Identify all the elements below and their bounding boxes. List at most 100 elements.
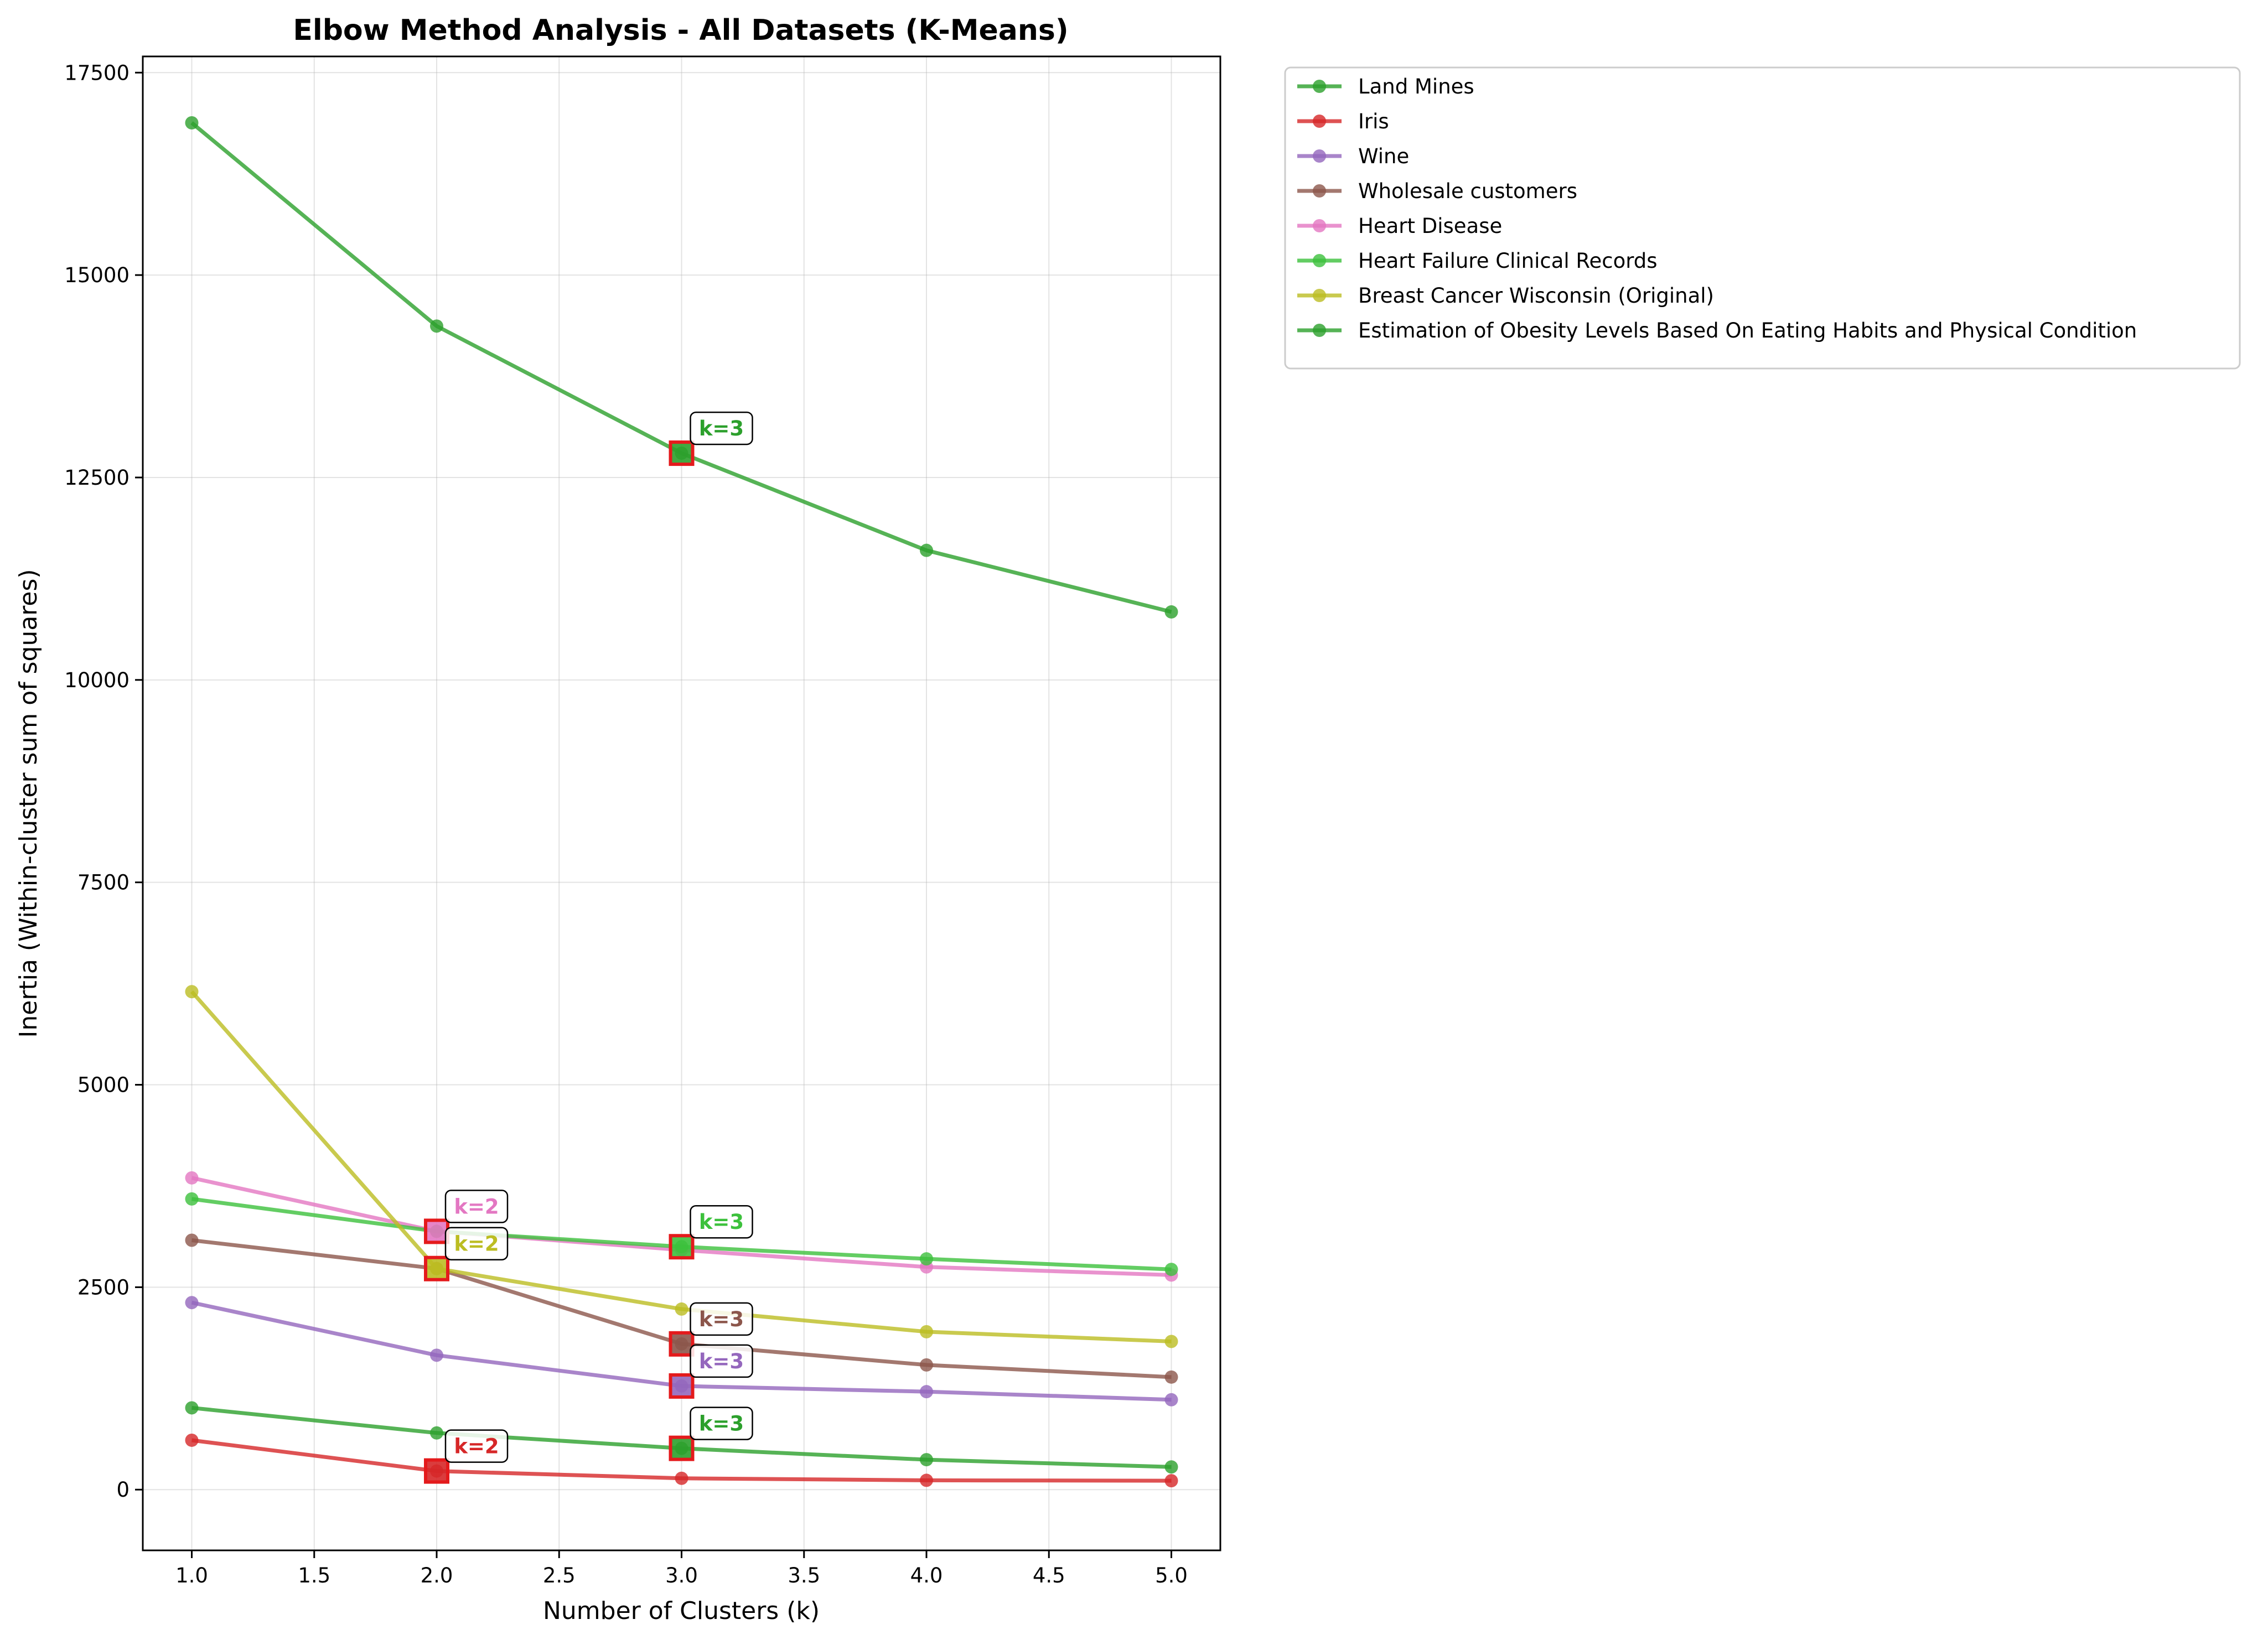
data-point xyxy=(920,543,933,557)
data-point xyxy=(185,1233,199,1247)
y-axis-label: Inertia (Within-cluster sum of squares) xyxy=(14,569,43,1037)
x-tick-label: 1.5 xyxy=(298,1564,330,1587)
data-point xyxy=(185,1192,199,1206)
y-tick-label: 5000 xyxy=(77,1073,130,1097)
legend-entry: Iris xyxy=(1297,110,1389,133)
label-box xyxy=(444,1227,509,1260)
optimal-marker xyxy=(669,1234,695,1260)
label-box xyxy=(690,411,753,445)
data-point xyxy=(185,985,199,999)
x-tick-label: 3.5 xyxy=(788,1564,820,1587)
legend-entry: Heart Failure Clinical Records xyxy=(1297,249,1658,273)
optimal-label: k=3 xyxy=(690,1205,753,1239)
label-text: k=2 xyxy=(454,1232,499,1256)
optimal-marker xyxy=(669,1331,695,1357)
legend-label: Estimation of Obesity Levels Based On Ea… xyxy=(1358,319,2137,342)
legend-swatch-marker xyxy=(1313,254,1326,267)
data-point xyxy=(185,1401,199,1415)
label-box xyxy=(690,1302,753,1336)
data-point xyxy=(1164,1393,1178,1407)
legend-label: Land Mines xyxy=(1358,75,1474,98)
label-text: k=3 xyxy=(699,1412,744,1436)
data-point xyxy=(920,1252,933,1266)
label-box xyxy=(690,1344,753,1378)
legend-label: Breast Cancer Wisconsin (Original) xyxy=(1358,284,1714,308)
legend-entry: Wine xyxy=(1297,144,1409,168)
legend-swatch-marker xyxy=(1313,80,1326,93)
legend-entry: Estimation of Obesity Levels Based On Ea… xyxy=(1297,319,2137,342)
data-point xyxy=(430,1348,443,1362)
legend-swatch-marker xyxy=(1313,115,1326,128)
data-point xyxy=(920,1325,933,1338)
legend-label: Wholesale customers xyxy=(1358,179,1577,203)
optimal-marker xyxy=(424,1255,449,1281)
x-tick-label: 5.0 xyxy=(1155,1564,1188,1587)
optimal-marker xyxy=(424,1458,449,1484)
optimal-k-labels: k=3 k=2 k=3 k=3 k=2 k=3 k=2 k=3 xyxy=(444,411,753,1463)
label-text: k=2 xyxy=(454,1435,499,1459)
legend-swatch-marker xyxy=(1313,149,1326,163)
legend-entry: Heart Disease xyxy=(1297,214,1502,238)
legend-entry: Breast Cancer Wisconsin (Original) xyxy=(1297,284,1714,308)
data-point xyxy=(920,1385,933,1399)
data-point xyxy=(675,1471,688,1485)
data-point xyxy=(1164,1335,1178,1348)
label-text: k=3 xyxy=(699,1307,744,1331)
data-point xyxy=(185,116,199,129)
optimal-label: k=2 xyxy=(444,1429,509,1463)
legend-swatch-marker xyxy=(1313,289,1326,302)
optimal-label: k=2 xyxy=(444,1227,509,1260)
data-point xyxy=(1164,1370,1178,1384)
data-point xyxy=(920,1358,933,1372)
x-tick-label: 1.0 xyxy=(175,1564,208,1587)
x-axis-label: Number of Clusters (k) xyxy=(543,1597,820,1625)
data-point xyxy=(185,1171,199,1185)
y-tick-label: 10000 xyxy=(64,668,130,692)
data-point xyxy=(1164,1263,1178,1276)
y-tick-label: 0 xyxy=(116,1478,130,1502)
data-point xyxy=(430,1426,443,1440)
legend-entry: Wholesale customers xyxy=(1297,179,1577,203)
chart-title: Elbow Method Analysis - All Datasets (K-… xyxy=(293,14,1068,47)
x-tick-label: 2.0 xyxy=(421,1564,453,1587)
optimal-marker xyxy=(669,1373,695,1399)
legend-label: Iris xyxy=(1358,110,1389,133)
data-point xyxy=(1164,1474,1178,1488)
optimal-marker xyxy=(669,440,695,466)
y-axis-ticks: 0 2500 5000 7500 10000 12500 15000 17500 xyxy=(64,61,143,1502)
optimal-label: k=3 xyxy=(690,1302,753,1336)
label-text: k=3 xyxy=(699,417,744,440)
legend-label: Heart Failure Clinical Records xyxy=(1358,249,1658,273)
legend: Land Mines Iris Wine Wholesale customers Hea… xyxy=(1284,66,2241,370)
y-tick-label: 2500 xyxy=(77,1275,130,1299)
legend-entry: Land Mines xyxy=(1297,75,1474,98)
data-point xyxy=(920,1453,933,1467)
label-text: k=3 xyxy=(699,1350,744,1373)
x-tick-label: 4.0 xyxy=(910,1564,943,1587)
data-point xyxy=(185,1433,199,1447)
grid-lines xyxy=(143,56,1220,1550)
optimal-marker xyxy=(669,1435,695,1461)
optimal-k-markers xyxy=(424,440,695,1484)
x-tick-label: 3.0 xyxy=(665,1564,698,1587)
legend-label: Wine xyxy=(1358,144,1409,168)
data-point xyxy=(430,319,443,333)
legend-swatch-marker xyxy=(1313,324,1326,337)
data-point xyxy=(920,1473,933,1487)
optimal-marker xyxy=(424,1218,449,1244)
data-point xyxy=(675,1302,688,1316)
data-point xyxy=(1164,1460,1178,1474)
optimal-label: k=3 xyxy=(690,411,753,445)
legend-frame xyxy=(1284,66,2241,370)
y-tick-label: 17500 xyxy=(64,61,130,85)
y-tick-label: 12500 xyxy=(64,466,130,490)
data-point xyxy=(185,1296,199,1310)
x-tick-label: 2.5 xyxy=(543,1564,576,1587)
label-box xyxy=(690,1205,753,1239)
optimal-label: k=3 xyxy=(690,1344,753,1378)
label-text: k=2 xyxy=(454,1195,499,1218)
label-box xyxy=(444,1429,509,1463)
legend-swatch-marker xyxy=(1313,219,1326,232)
legend-label: Heart Disease xyxy=(1358,214,1502,238)
